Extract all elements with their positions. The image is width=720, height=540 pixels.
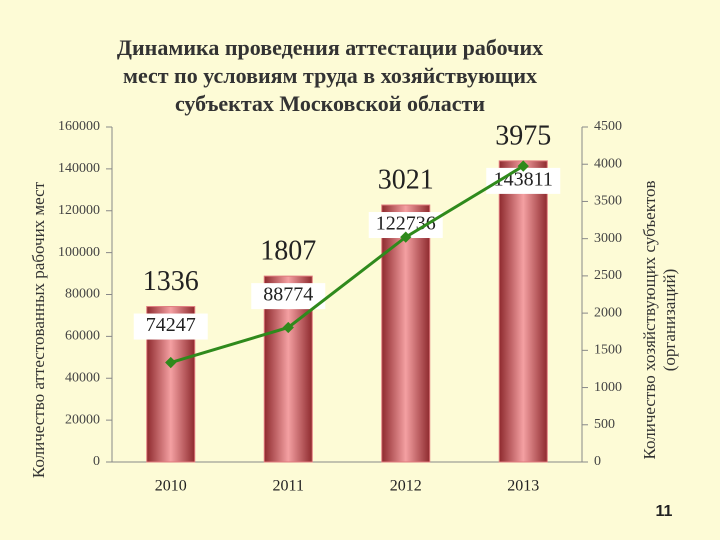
line-point (165, 356, 177, 369)
line-point (517, 160, 529, 172)
line (170, 164, 525, 364)
x-tick-label: 2011 (273, 478, 304, 495)
y2-tick-label: 4500 (594, 119, 622, 134)
y-tick-label: 140000 (58, 161, 100, 176)
line-point (282, 321, 294, 334)
bar (381, 204, 431, 463)
y-tick-label: 160000 (58, 119, 100, 134)
value-label-box (133, 313, 208, 340)
y2-tick-label: 3000 (594, 231, 622, 246)
y2-tick-label: 4000 (594, 156, 622, 171)
y2-tick-label: 1500 (594, 343, 622, 358)
y-tick-label: 20000 (65, 412, 100, 427)
y2-tick-label: 3500 (594, 194, 622, 209)
line-point (400, 231, 412, 243)
x-tick-label: 2012 (390, 478, 422, 495)
chart-title: Динамика проведения аттестации рабочих (117, 35, 543, 60)
y-tick-label: 100000 (58, 245, 100, 260)
y-axis-label: Количество аттестованных рабочих мест (29, 181, 48, 478)
x-tick-label: 2013 (507, 478, 539, 495)
y-tick-label: 0 (93, 454, 100, 469)
line-value-label: 1336 (143, 266, 199, 297)
bar-value-label: 88774 (263, 284, 313, 306)
y2-axis-label: (организаций) (660, 269, 679, 372)
value-label-box (251, 283, 326, 310)
chart-title: мест по условиям труда в хозяйствующих (123, 63, 537, 88)
y2-tick-label: 1000 (594, 380, 622, 395)
y2-tick-label: 2000 (594, 305, 622, 320)
y-tick-label: 120000 (58, 203, 100, 218)
y-tick-label: 60000 (65, 329, 100, 344)
y2-axis-label: Количество хозяйствующих субъектов (640, 181, 659, 460)
line-value-label: 3975 (495, 120, 551, 151)
y2-tick-label: 2500 (594, 268, 622, 283)
bar-value-label: 74247 (146, 314, 196, 336)
y2-tick-label: 0 (594, 454, 601, 469)
y2-tick-label: 500 (594, 417, 615, 432)
line-value-label: 3021 (378, 164, 434, 195)
line-value-label: 1807 (260, 236, 316, 267)
y-tick-label: 40000 (65, 370, 100, 385)
slide-number: 11 (656, 503, 673, 520)
bar (498, 160, 548, 463)
y-tick-label: 80000 (65, 287, 100, 302)
chart-title: субъектах Московской области (175, 91, 485, 116)
x-tick-label: 2010 (155, 478, 187, 495)
